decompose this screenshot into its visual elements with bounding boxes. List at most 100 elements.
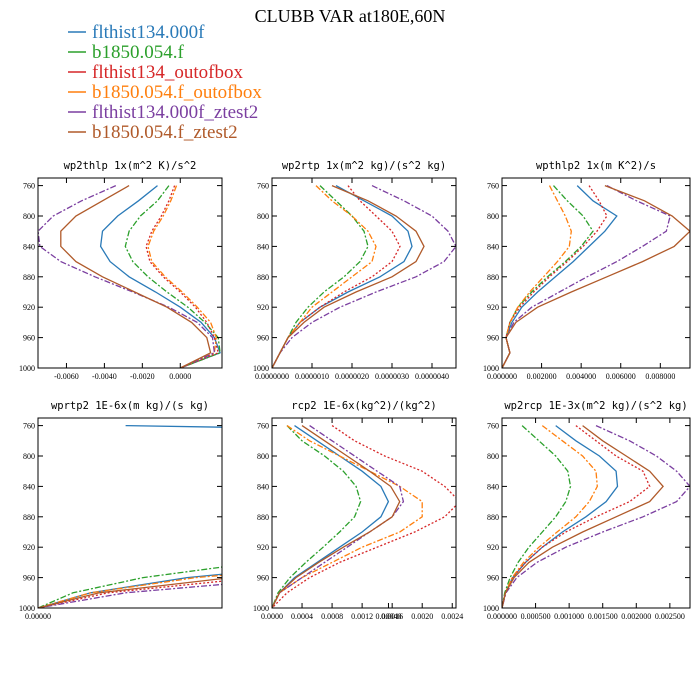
y-tick-label: 1000 <box>483 364 499 373</box>
panel-title: rcp2 1E-6x(kg^2)/(kg^2) <box>291 400 436 412</box>
x-tick-label: 0.0000010 <box>295 372 329 381</box>
y-tick-label: 1000 <box>19 364 35 373</box>
series-line <box>272 425 362 608</box>
y-tick-label: 920 <box>487 543 499 552</box>
series-line <box>502 425 598 608</box>
y-tick-label: 880 <box>257 513 269 522</box>
plot-frame <box>501 417 691 609</box>
series-line <box>272 425 390 608</box>
series-line <box>38 580 222 608</box>
panels: wp2thlp 1x(m^2 K)/s^2 760 800 840 880 920 960 1… <box>19 160 691 621</box>
legend-label: flthist134_outofbox <box>92 62 243 83</box>
y-tick-label: 840 <box>487 242 499 251</box>
x-tick-label: -0.0040 <box>92 372 117 381</box>
series-line <box>272 425 456 608</box>
panel-title: wp2rcp 1E-3x(m^2 kg)/(s^2 kg) <box>504 400 687 412</box>
x-tick-label: 0.002000 <box>621 612 651 621</box>
y-tick-label: 1000 <box>483 604 499 613</box>
series-line <box>272 185 425 368</box>
y-tick-label: 920 <box>23 303 35 312</box>
x-tick-label: 0.006000 <box>606 372 636 381</box>
legend: flthist134.000fb1850.054.fflthist134_out… <box>68 22 262 143</box>
series-line <box>502 184 690 368</box>
x-tick-label: 0.0004 <box>291 612 313 621</box>
x-tick-label: -0.0020 <box>130 372 155 381</box>
y-tick-label: 760 <box>23 422 35 431</box>
panel-title: wp2thlp 1x(m^2 K)/s^2 <box>64 160 197 172</box>
x-tick-label: 0.0016 <box>381 612 403 621</box>
y-tick-label: 800 <box>487 212 499 221</box>
x-tick-label: 0.001500 <box>588 612 618 621</box>
panel-title: wpthlp2 1x(m K^2)/s <box>536 160 656 172</box>
plot-frame <box>501 177 691 369</box>
y-tick-label: 960 <box>487 334 499 343</box>
y-tick-label: 920 <box>257 303 269 312</box>
chart-panel: wp2rtp 1x(m^2 kg)/(s^2 kg) 760 800 840 880 92… <box>253 160 457 381</box>
series-line <box>99 185 221 368</box>
series-line <box>502 425 690 608</box>
x-tick-label: 0.0012 <box>351 612 373 621</box>
y-tick-label: 1000 <box>253 364 269 373</box>
series-line <box>272 185 401 368</box>
series-line <box>145 185 219 368</box>
x-tick-label: 0.0008 <box>321 612 343 621</box>
series-line <box>124 185 221 368</box>
x-tick-label: 0.00040 <box>375 612 401 621</box>
y-tick-label: 800 <box>23 452 35 461</box>
y-tick-label: 880 <box>487 513 499 522</box>
y-tick-label: 920 <box>23 543 35 552</box>
x-tick-label: 0.0000000 <box>255 372 289 381</box>
x-tick-label: 0.00000 <box>25 612 51 621</box>
series-line <box>272 425 423 608</box>
y-tick-label: 960 <box>23 574 35 583</box>
series-line <box>38 574 222 608</box>
series-line <box>502 185 618 368</box>
y-tick-label: 960 <box>23 334 35 343</box>
legend-label: flthist134.000f <box>92 22 205 43</box>
x-tick-label: 0.0000030 <box>375 372 409 381</box>
series-line <box>272 185 456 368</box>
series-line <box>502 185 594 368</box>
series-line <box>502 425 651 608</box>
series-line <box>60 185 212 368</box>
series-line <box>502 185 572 368</box>
x-tick-label: 0.002000 <box>527 372 557 381</box>
chart-panel: wpthlp2 1x(m K^2)/s 760 800 840 880 920 960 100… <box>483 160 691 381</box>
y-tick-label: 960 <box>257 574 269 583</box>
series-line <box>38 185 216 368</box>
x-tick-label: 0.004000 <box>566 372 596 381</box>
legend-label: flthist134.000f_ztest2 <box>92 102 258 123</box>
panel-title: wprtp2 1E-6x(m kg)/(s kg) <box>51 400 209 412</box>
x-tick-label: 0.0024 <box>441 612 463 621</box>
x-tick-label: 0.000000 <box>487 372 517 381</box>
y-tick-label: 760 <box>257 182 269 191</box>
x-tick-label: 0.002500 <box>655 612 685 621</box>
x-tick-label: 0.000500 <box>521 612 551 621</box>
series-line <box>38 577 222 608</box>
y-tick-label: 800 <box>257 452 269 461</box>
x-tick-label: 0.001000 <box>554 612 584 621</box>
y-tick-label: 960 <box>257 334 269 343</box>
y-tick-label: 840 <box>257 242 269 251</box>
y-tick-label: 760 <box>257 422 269 431</box>
series-line <box>272 425 401 608</box>
y-tick-label: 880 <box>23 513 35 522</box>
plot-frame <box>37 177 223 369</box>
y-tick-label: 840 <box>487 482 499 491</box>
series-line <box>272 185 377 368</box>
y-tick-label: 760 <box>487 182 499 191</box>
y-tick-label: 800 <box>487 452 499 461</box>
y-tick-label: 760 <box>487 422 499 431</box>
series-line <box>38 424 222 608</box>
figure-title: CLUBB VAR at180E,60N <box>255 6 446 26</box>
y-tick-label: 880 <box>487 273 499 282</box>
y-tick-label: 840 <box>23 482 35 491</box>
y-tick-label: 800 <box>257 212 269 221</box>
chart-panel: wp2rcp 1E-3x(m^2 kg)/(s^2 kg) 760 800 840 88… <box>483 400 691 621</box>
chart-panel: rcp2 1E-6x(kg^2)/(kg^2) 760 800 840 880 920 96… <box>253 400 463 621</box>
x-tick-label: -0.0060 <box>54 372 79 381</box>
x-tick-label: 0.008000 <box>645 372 675 381</box>
series-line <box>147 185 217 368</box>
chart-panel: wp2thlp 1x(m^2 K)/s^2 760 800 840 880 920 960 1… <box>19 160 223 381</box>
plot-frame <box>37 417 223 609</box>
